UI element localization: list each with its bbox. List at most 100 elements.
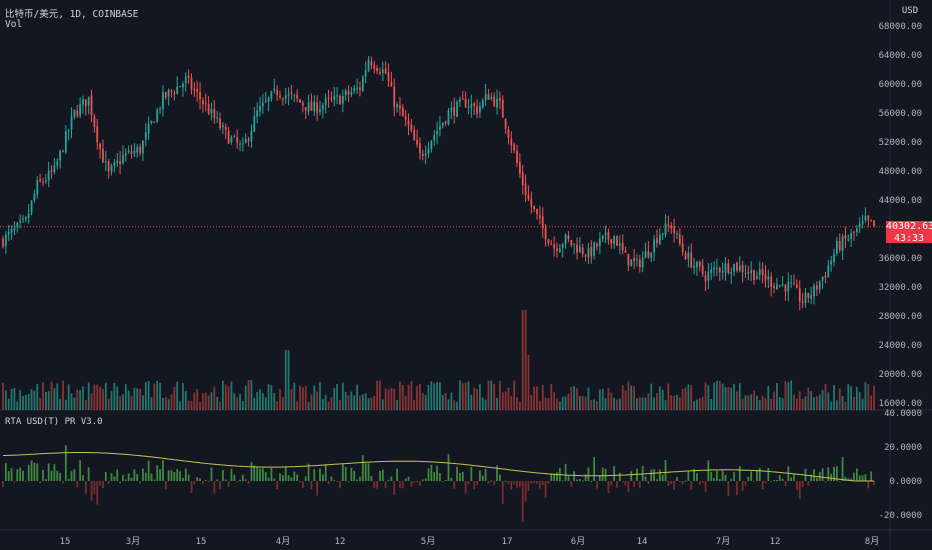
candle-body[interactable] — [413, 130, 416, 141]
candle-body[interactable] — [541, 216, 544, 229]
candle-body[interactable] — [721, 271, 724, 273]
candle-body[interactable] — [544, 227, 547, 240]
candle-body[interactable] — [790, 282, 793, 284]
candle-body[interactable] — [696, 262, 698, 268]
candle-body[interactable] — [641, 257, 644, 268]
candle-body[interactable] — [758, 269, 761, 276]
candle-body[interactable] — [339, 96, 341, 105]
candle-body[interactable] — [804, 292, 807, 303]
candle-body[interactable] — [607, 232, 610, 240]
candle-body[interactable] — [290, 92, 293, 94]
candle-body[interactable] — [53, 165, 56, 172]
candle-body[interactable] — [373, 65, 376, 69]
candle-body[interactable] — [113, 162, 116, 166]
candle-body[interactable] — [501, 100, 504, 118]
candle-body[interactable] — [513, 144, 516, 151]
candle-body[interactable] — [361, 77, 364, 92]
candle-body[interactable] — [527, 194, 530, 200]
candle-body[interactable] — [404, 116, 407, 120]
candle-body[interactable] — [581, 247, 584, 255]
candle-body[interactable] — [698, 261, 701, 267]
candle-body[interactable] — [598, 238, 601, 246]
candle-body[interactable] — [778, 285, 781, 287]
candle-body[interactable] — [287, 93, 290, 96]
candle-body[interactable] — [119, 161, 121, 165]
candle-body[interactable] — [79, 104, 81, 116]
candle-body[interactable] — [624, 250, 627, 253]
candle-body[interactable] — [439, 126, 441, 130]
candle-body[interactable] — [650, 252, 653, 258]
candle-body[interactable] — [833, 253, 835, 262]
candle-body[interactable] — [793, 283, 795, 285]
candle-body[interactable] — [87, 96, 90, 106]
candle-body[interactable] — [636, 259, 638, 261]
candle-body[interactable] — [222, 125, 224, 128]
candle-body[interactable] — [253, 116, 256, 132]
candle-body[interactable] — [33, 193, 36, 201]
candle-body[interactable] — [830, 260, 833, 265]
candle-body[interactable] — [213, 109, 216, 118]
candle-body[interactable] — [576, 244, 578, 253]
candle-body[interactable] — [102, 148, 104, 163]
candle-body[interactable] — [279, 95, 281, 98]
indicator-legend[interactable]: RTA USD(T) PR V3.0 — [5, 417, 103, 427]
candle-body[interactable] — [127, 150, 130, 153]
candle-body[interactable] — [453, 106, 456, 116]
candle-body[interactable] — [653, 239, 655, 253]
candle-body[interactable] — [122, 154, 124, 163]
candle-body[interactable] — [281, 98, 284, 100]
candle-body[interactable] — [184, 76, 187, 84]
candle-body[interactable] — [801, 301, 804, 304]
candle-body[interactable] — [704, 275, 707, 282]
candle-body[interactable] — [564, 234, 567, 245]
candle-body[interactable] — [162, 92, 164, 109]
candle-body[interactable] — [847, 239, 850, 241]
candle-body[interactable] — [62, 150, 64, 152]
candle-body[interactable] — [187, 75, 190, 78]
candle-body[interactable] — [156, 109, 159, 122]
candle-body[interactable] — [761, 269, 764, 275]
candle-body[interactable] — [416, 139, 418, 145]
candle-body[interactable] — [150, 120, 153, 124]
candle-body[interactable] — [753, 270, 755, 280]
candle-body[interactable] — [341, 95, 344, 104]
candle-body[interactable] — [73, 109, 76, 117]
candle-body[interactable] — [618, 243, 621, 246]
candle-body[interactable] — [387, 72, 390, 82]
candle-body[interactable] — [204, 103, 207, 105]
candle-body[interactable] — [490, 97, 493, 99]
candle-body[interactable] — [159, 108, 161, 110]
candle-body[interactable] — [133, 150, 136, 154]
candle-body[interactable] — [193, 88, 196, 91]
candle-body[interactable] — [521, 172, 524, 185]
candle-body[interactable] — [153, 122, 156, 124]
candle-body[interactable] — [493, 96, 496, 106]
candle-body[interactable] — [547, 239, 550, 244]
candle-body[interactable] — [47, 170, 50, 181]
candle-body[interactable] — [219, 118, 221, 128]
candle-body[interactable] — [2, 238, 4, 247]
candle-body[interactable] — [567, 235, 570, 240]
candle-body[interactable] — [707, 272, 710, 281]
candle-body[interactable] — [142, 140, 144, 154]
candle-body[interactable] — [638, 259, 641, 268]
candle-body[interactable] — [261, 102, 264, 107]
candle-body[interactable] — [496, 98, 498, 108]
candle-body[interactable] — [244, 139, 247, 143]
candle-body[interactable] — [864, 216, 867, 221]
candle-body[interactable] — [410, 124, 413, 131]
candle-body[interactable] — [533, 205, 536, 210]
candle-body[interactable] — [667, 224, 670, 226]
candle-body[interactable] — [510, 138, 513, 146]
candle-body[interactable] — [293, 94, 296, 96]
candle-body[interactable] — [82, 99, 84, 105]
candle-body[interactable] — [835, 240, 838, 254]
candle-body[interactable] — [170, 91, 173, 93]
candle-body[interactable] — [44, 180, 47, 182]
candle-body[interactable] — [584, 255, 587, 257]
candle-body[interactable] — [42, 181, 44, 183]
candle-body[interactable] — [556, 248, 558, 252]
candle-body[interactable] — [573, 243, 576, 245]
candle-body[interactable] — [519, 162, 521, 174]
